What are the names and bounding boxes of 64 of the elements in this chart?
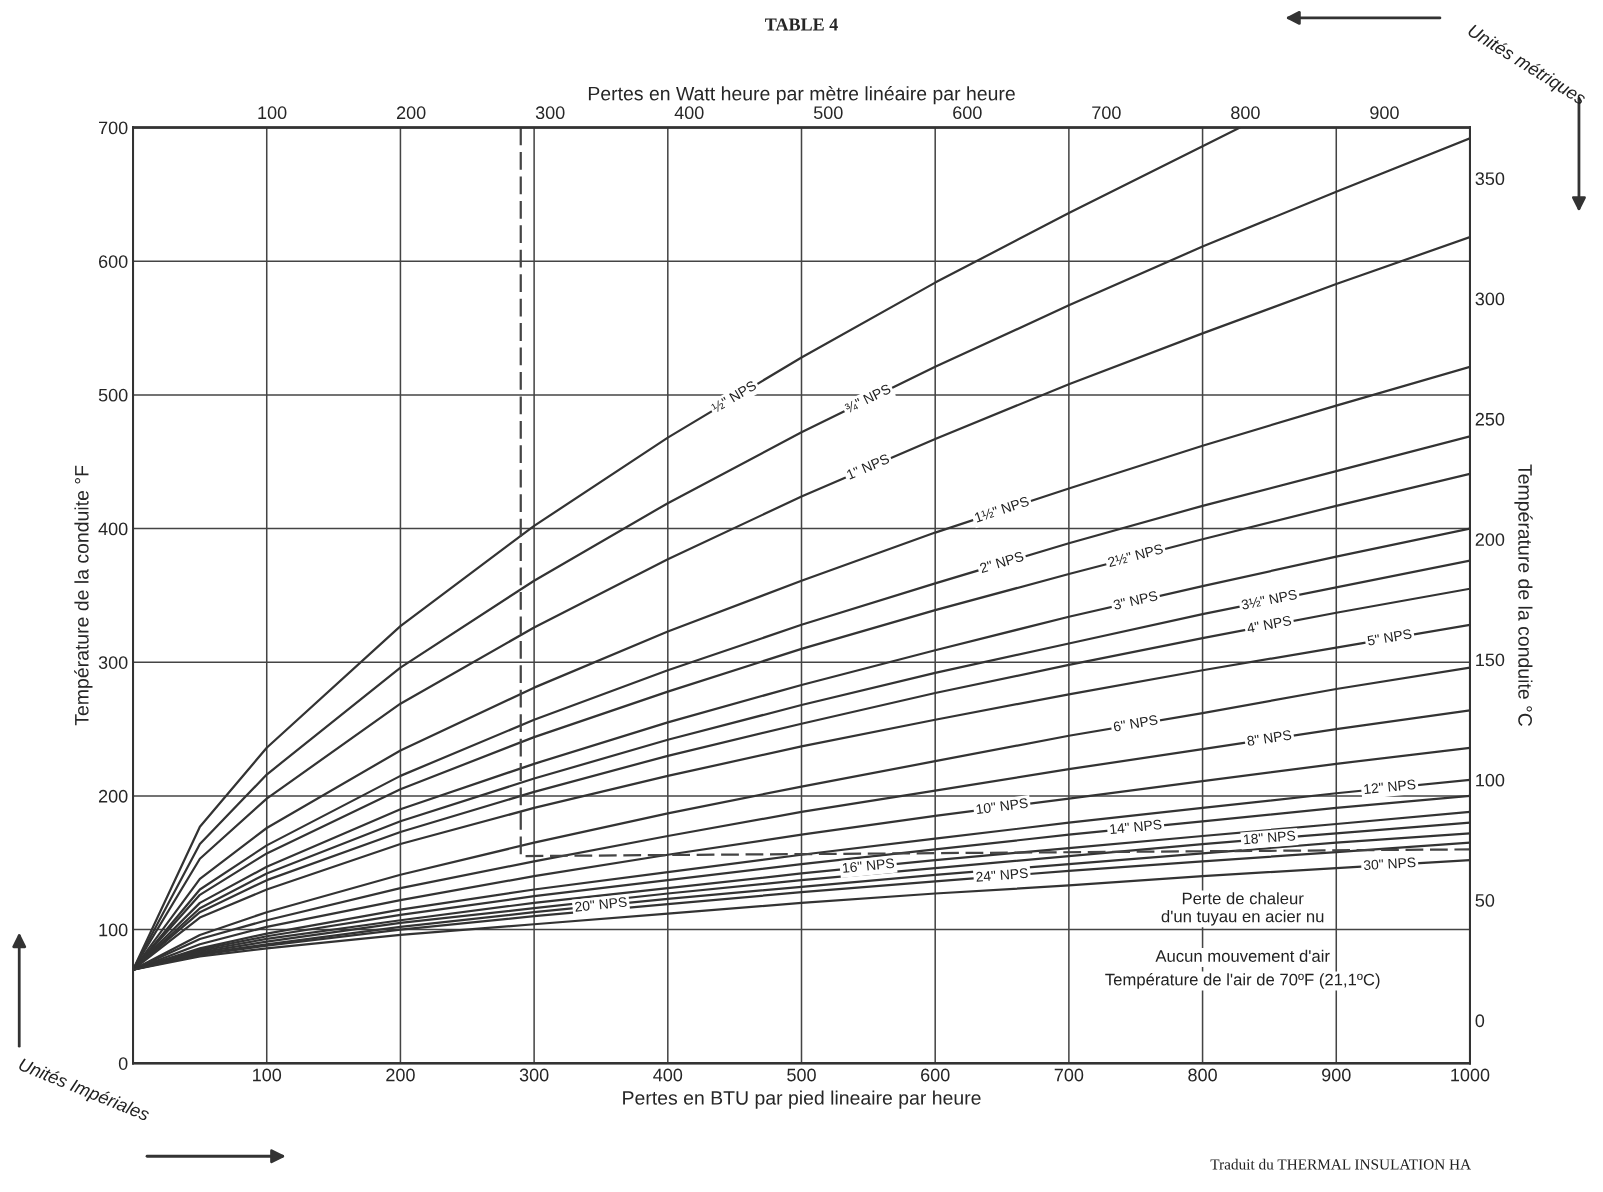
- x-tick-label: 900: [1322, 1068, 1351, 1082]
- series-label: 30" NPS: [1363, 857, 1416, 871]
- y-tick-label: 100: [99, 923, 128, 937]
- text: 16" NPS: [842, 858, 895, 873]
- annotation: Aucun mouvement d'air: [1155, 949, 1330, 962]
- text: 8" NPS: [1246, 729, 1292, 747]
- x2-tick-label: 700: [1092, 106, 1121, 120]
- text: ½" NPS: [710, 380, 757, 414]
- y-tick-label: 600: [98, 255, 128, 268]
- x-tick-label: 300: [519, 1068, 549, 1082]
- y2-tick-label: 350: [1475, 172, 1505, 186]
- x-tick-label: 800: [1188, 1068, 1217, 1082]
- text: 2½" NPS: [1107, 543, 1164, 568]
- x-tick-label: 200: [386, 1068, 415, 1082]
- x2-tick-label: 400: [674, 106, 704, 120]
- x-axis-title: Pertes en BTU par pied lineaire par heure: [623, 1090, 981, 1109]
- x-tick-label: 100: [253, 1068, 282, 1082]
- y-axis-title: Température de la conduite °F: [74, 465, 93, 726]
- text: 3" NPS: [1112, 590, 1158, 610]
- text: 14" NPS: [1109, 819, 1162, 835]
- y2-tick-label: 0: [1475, 1014, 1485, 1028]
- text: 10" NPS: [976, 797, 1029, 815]
- x2-tick-label: 600: [953, 106, 982, 120]
- y-tick-label: 200: [98, 789, 128, 803]
- y-tick-label: 400: [98, 522, 128, 536]
- annotation: Perte de chaleur d'un tuyau en acier nu: [1161, 892, 1324, 926]
- x-tick-label: 700: [1054, 1068, 1084, 1082]
- y-tick-label: 0: [118, 1057, 128, 1070]
- text: 12" NPS: [1363, 779, 1416, 795]
- text: 6" NPS: [1113, 714, 1158, 732]
- text: 3½" NPS: [1240, 589, 1298, 610]
- x-tick-label: 500: [787, 1068, 816, 1082]
- y-tick-label: 500: [98, 388, 128, 402]
- text: 1" NPS: [846, 453, 890, 480]
- text: 2" NPS: [979, 551, 1025, 574]
- y2-tick-label: 150: [1476, 653, 1505, 667]
- text: 1½" NPS: [974, 496, 1030, 523]
- x2-tick-label: 900: [1370, 106, 1399, 120]
- series-label: 18" NPS: [1243, 830, 1296, 845]
- x2-tick-label: 500: [813, 106, 843, 120]
- series-label: 24" NPS: [975, 867, 1029, 882]
- text: 20" NPS: [574, 896, 627, 912]
- y2-tick-label: 250: [1475, 412, 1505, 426]
- x2-tick-label: 100: [258, 106, 287, 120]
- text: ¾" NPS: [844, 383, 892, 414]
- y2-axis-title: Température de la conduite °C: [1514, 464, 1533, 727]
- x2-tick-label: 300: [535, 106, 565, 120]
- y2-tick-label: 200: [1475, 533, 1505, 546]
- x-tick-label: 400: [653, 1068, 683, 1082]
- text: Traduit du THERMAL INSULATION HA: [1210, 1158, 1472, 1170]
- x-tick-label: 600: [921, 1068, 950, 1082]
- y-tick-label: 700: [98, 121, 128, 135]
- y2-tick-label: 100: [1476, 773, 1505, 787]
- text: 4" NPS: [1246, 615, 1292, 634]
- x2-tick-label: 800: [1231, 106, 1260, 120]
- y2-tick-label: 300: [1475, 292, 1505, 306]
- y-tick-label: 300: [98, 656, 128, 669]
- y2-tick-label: 50: [1475, 894, 1495, 907]
- chart-title: TABLE 4: [765, 18, 838, 31]
- text: 5" NPS: [1367, 628, 1412, 646]
- annotation: Température de l'air de 70ºF (21,1ºC): [1105, 973, 1380, 989]
- x2-tick-label: 200: [396, 106, 426, 120]
- x2-axis-title: Pertes en Watt heure par mètre linéaire par heure: [588, 85, 1015, 105]
- x-tick-label: 1000: [1451, 1068, 1490, 1082]
